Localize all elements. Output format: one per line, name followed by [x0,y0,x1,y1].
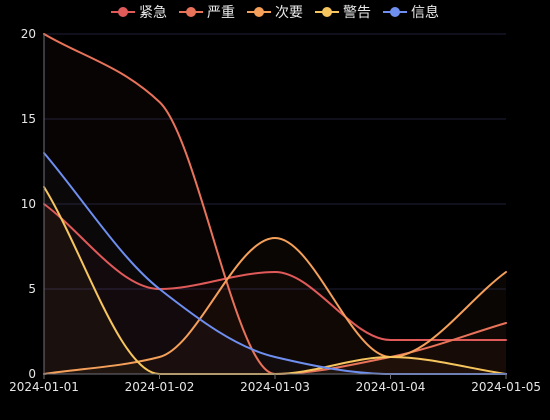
legend-dot-marker [254,7,264,17]
legend-label: 次要 [275,5,303,21]
grid [44,33,506,290]
legend-item-1[interactable]: 严重 [179,5,235,21]
legend-item-4[interactable]: 信息 [383,4,439,21]
x-tick-label: 2024-01-04 [356,380,426,394]
x-tick-label: 2024-01-05 [471,380,541,394]
legend-dot-marker [322,7,332,17]
legend-label: 紧急 [139,5,167,21]
y-tick-label: 5 [28,282,36,296]
legend: 紧急 严重 次要 警告 信息 [111,4,439,21]
series-line-0[interactable] [43,203,507,341]
x-tick-label: 2024-01-02 [125,380,195,394]
x-tick-label: 2024-01-03 [240,380,310,394]
legend-dot-marker [390,7,400,17]
y-tick-label: 10 [21,197,36,211]
legend-item-2[interactable]: 次要 [247,5,303,21]
y-tick-label: 20 [21,27,36,41]
legend-label: 信息 [411,4,439,21]
y-tick-label: 15 [21,112,36,126]
series-line-2[interactable] [43,237,507,375]
axes: 0 5 10 15 20 2024-01-01 2024-01-02 2024-01-03 20… [9,27,541,394]
legend-label: 严重 [207,5,235,21]
legend-dot-marker [118,7,128,17]
legend-dot-marker [186,7,196,17]
legend-item-0[interactable]: 紧急 [111,5,167,21]
legend-label: 警告 [343,5,371,21]
legend-item-3[interactable]: 警告 [315,5,371,21]
x-tick-label: 2024-01-01 [9,380,79,394]
y-tick-label: 0 [28,367,36,381]
